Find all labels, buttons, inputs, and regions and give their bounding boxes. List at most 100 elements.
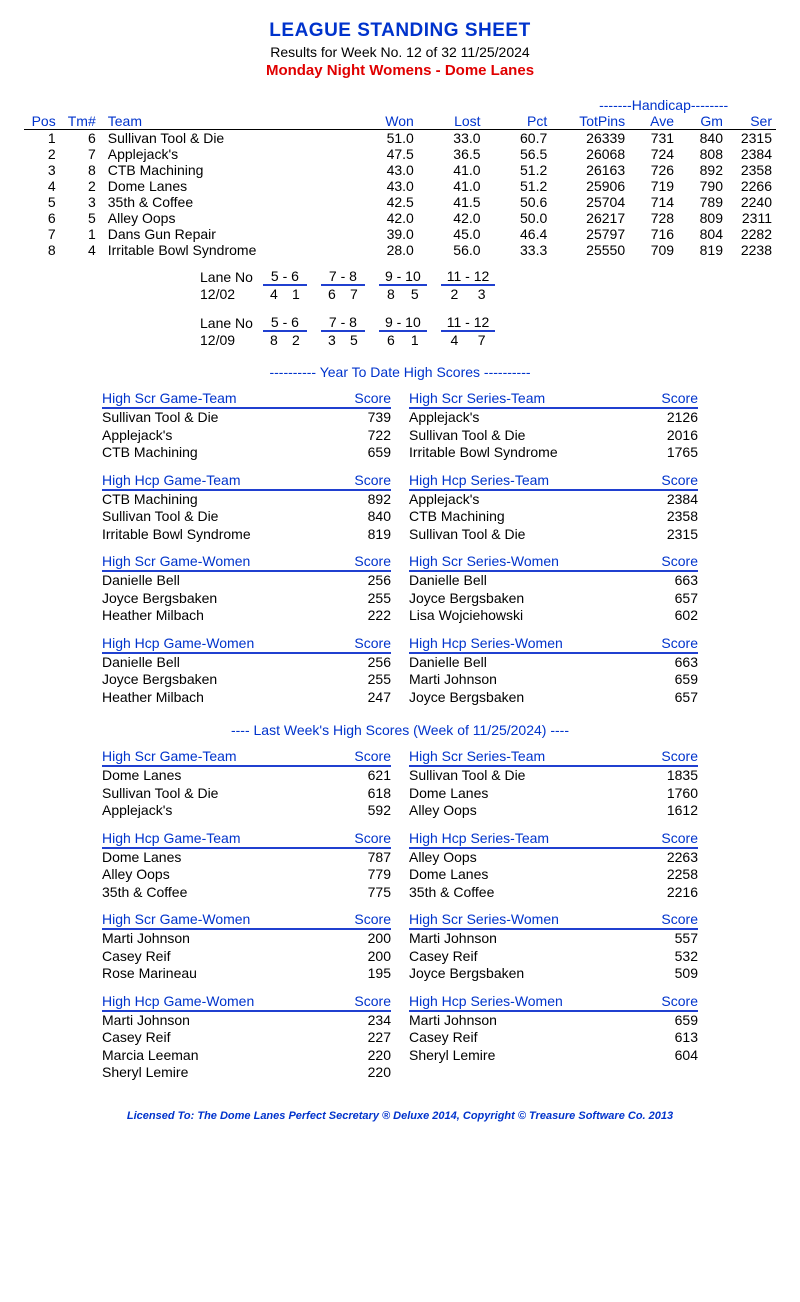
highscore-row: Alley Oops2263 [409,849,698,867]
highscore-row: Casey Reif613 [409,1029,698,1047]
highscore-row: Applejack's592 [102,802,391,820]
score-label: Score [648,830,698,846]
col-ser: Ser [727,113,776,129]
highscore-row: Marti Johnson200 [102,930,391,948]
lane-date: 12/09 [194,331,263,348]
lane-assignments: Lane No5 - 67 - 89 - 1011 - 1212/0241678… [194,268,776,348]
lane-team-num: 7 [343,285,365,302]
table-row: 5335th & Coffee42.541.550.62570471478922… [24,194,776,210]
highscore-row: 35th & Coffee2216 [409,884,698,902]
highscore-row: CTB Machining2358 [409,508,698,526]
highscore-row: Danielle Bell663 [409,654,698,672]
lane-team-num: 8 [263,331,285,348]
highscore-pair: High Scr Game-Women Score Marti Johnson200… [24,911,776,983]
lane-team-num: 3 [468,285,495,302]
highscore-title: High Hcp Series-Women [409,635,648,651]
score-label: Score [648,748,698,764]
highscore-column: High Hcp Series-TeamScoreApplejack's2384… [409,472,698,544]
table-row: 71Dans Gun Repair39.045.046.425797716804… [24,226,776,242]
highscore-row: Sullivan Tool & Die840 [102,508,391,526]
score-label: Score [648,635,698,651]
highscore-row: Heather Milbach222 [102,607,391,625]
score-label: Score [341,390,391,406]
col-tm: Tm# [60,113,100,129]
highscore-row: CTB Machining892 [102,491,391,509]
highscore-column: High Hcp Series-WomenScoreMarti Johnson6… [409,993,698,1082]
highscore-title: High Hcp Series-Team [409,830,648,846]
col-totpins: TotPins [551,113,629,129]
lane-block: Lane No5 - 67 - 89 - 1011 - 1212/0982356… [194,314,509,348]
ytd-heading: ---------- Year To Date High Scores ----… [24,364,776,380]
lane-team-num: 1 [403,331,427,348]
highscore-row: Casey Reif200 [102,948,391,966]
highscore-row: Alley Oops1612 [409,802,698,820]
highscore-row: Applejack's722 [102,427,391,445]
highscore-row: Sullivan Tool & Die739 [102,409,391,427]
table-row: 42Dome Lanes43.041.051.2259067197902266 [24,178,776,194]
highscore-row: Irritable Bowl Syndrome819 [102,526,391,544]
highscore-title: High Scr Game-Team [102,748,341,764]
highscore-row: Dome Lanes2258 [409,866,698,884]
highscore-pair: High Scr Game-TeamScoreDome Lanes621Sull… [24,748,776,820]
league-name: Monday Night Womens - Dome Lanes [24,62,776,79]
lane-team-num: 2 [285,331,307,348]
score-label: Score [648,390,698,406]
highscore-row: Danielle Bell256 [102,572,391,590]
highscore-column: High Scr Game-TeamScoreDome Lanes621Sull… [102,748,391,820]
highscore-column: High Hcp Series-TeamScore Alley Oops2263D… [409,830,698,902]
footer-text: Licensed To: The Dome Lanes Perfect Secr… [24,1110,776,1122]
highscore-column: High Hcp Game-TeamScoreDome Lanes787Alle… [102,830,391,902]
score-label: Score [341,830,391,846]
col-pos: Pos [24,113,60,129]
score-label: Score [648,993,698,1009]
highscore-title: High Scr Series-Women [409,553,648,569]
highscore-title: High Scr Series-Team [409,390,648,406]
lane-pair: 5 - 6 [263,314,307,331]
page-title: LEAGUE STANDING SHEET [24,20,776,42]
highscore-title: High Scr Game-Women [102,911,341,927]
lane-team-num: 8 [379,285,403,302]
highscore-column: High Hcp Game-TeamScoreCTB Machining892S… [102,472,391,544]
highscore-row: Sullivan Tool & Die618 [102,785,391,803]
highscore-pair: High Hcp Game-WomenScoreMarti Johnson234… [24,993,776,1082]
highscore-pair: High Scr Game-TeamScoreSullivan Tool & D… [24,390,776,462]
col-won: Won [356,113,418,129]
col-ave: Ave [629,113,678,129]
standings-table: -------Handicap-------- Pos Tm# Team Won… [24,97,776,258]
col-lost: Lost [418,113,485,129]
score-label: Score [648,553,698,569]
highscore-row: Joyce Bergsbaken255 [102,671,391,689]
highscore-row: Sheryl Lemire604 [409,1047,698,1065]
lane-pair: 7 - 8 [321,314,365,331]
score-label: Score [341,553,391,569]
lane-team-num: 3 [321,331,343,348]
table-row: 27Applejack's47.536.556.5260687248082384 [24,146,776,162]
lane-pair: 5 - 6 [263,268,307,285]
highscore-row: Joyce Bergsbaken657 [409,590,698,608]
highscore-column: High Scr Series-WomenScoreMarti Johnson5… [409,911,698,983]
highscore-row: Marti Johnson557 [409,930,698,948]
lane-date: 12/02 [194,285,263,302]
highscore-row: Irritable Bowl Syndrome1765 [409,444,698,462]
table-row: 84Irritable Bowl Syndrome28.056.033.3255… [24,242,776,258]
highscore-row: Marti Johnson659 [409,1012,698,1030]
highscore-pair: High Scr Game-WomenScoreDanielle Bell256… [24,553,776,625]
lane-team-num: 4 [263,285,285,302]
highscore-column: High Scr Series-TeamScoreApplejack's2126… [409,390,698,462]
lane-pair: 9 - 10 [379,314,427,331]
highscore-row: Marti Johnson234 [102,1012,391,1030]
score-label: Score [341,993,391,1009]
score-label: Score [648,472,698,488]
lane-no-label: Lane No [194,314,263,331]
col-pct: Pct [485,113,552,129]
lane-team-num: 5 [343,331,365,348]
highscore-pair: High Hcp Game-TeamScoreDome Lanes787Alle… [24,830,776,902]
highscore-title: High Scr Game-Women [102,553,341,569]
lane-block: Lane No5 - 67 - 89 - 1011 - 1212/0241678… [194,268,509,302]
lane-pair: 11 - 12 [441,268,496,285]
lane-team-num: 1 [285,285,307,302]
score-label: Score [648,911,698,927]
lw-heading: ---- Last Week's High Scores (Week of 11… [24,722,776,738]
table-row: 65Alley Oops42.042.050.0262177288092311 [24,210,776,226]
highscore-row: Danielle Bell256 [102,654,391,672]
